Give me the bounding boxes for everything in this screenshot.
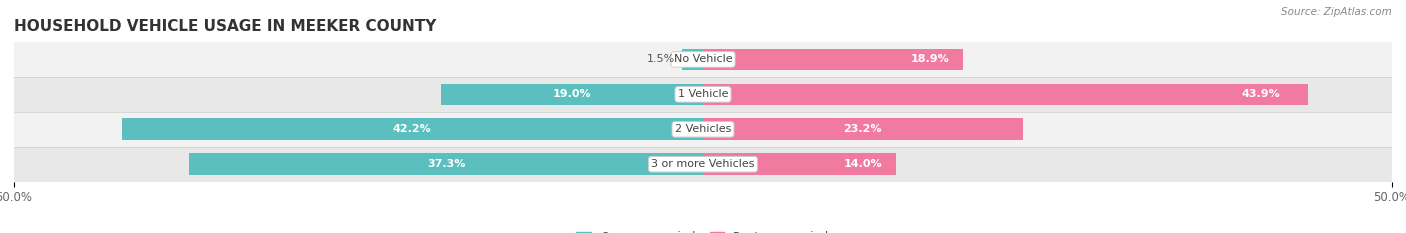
Text: 1 Vehicle: 1 Vehicle	[678, 89, 728, 99]
Text: 3 or more Vehicles: 3 or more Vehicles	[651, 159, 755, 169]
Bar	[14, 147, 1392, 182]
Bar	[14, 77, 1392, 112]
Bar	[703, 84, 1308, 105]
Bar	[703, 154, 896, 175]
Text: HOUSEHOLD VEHICLE USAGE IN MEEKER COUNTY: HOUSEHOLD VEHICLE USAGE IN MEEKER COUNTY	[14, 19, 436, 34]
Text: 37.3%: 37.3%	[427, 159, 465, 169]
Text: 43.9%: 43.9%	[1241, 89, 1281, 99]
Bar	[682, 49, 703, 70]
Bar	[188, 154, 703, 175]
Text: 2 Vehicles: 2 Vehicles	[675, 124, 731, 134]
Text: 1.5%: 1.5%	[647, 55, 675, 64]
Bar	[703, 118, 1022, 140]
Text: 14.0%: 14.0%	[844, 159, 882, 169]
Bar	[703, 49, 963, 70]
Text: Source: ZipAtlas.com: Source: ZipAtlas.com	[1281, 7, 1392, 17]
Bar	[14, 42, 1392, 77]
Bar	[121, 118, 703, 140]
Bar	[14, 112, 1392, 147]
Text: 23.2%: 23.2%	[844, 124, 882, 134]
Legend: Owner-occupied, Renter-occupied: Owner-occupied, Renter-occupied	[572, 226, 834, 233]
Text: 42.2%: 42.2%	[392, 124, 432, 134]
Text: 19.0%: 19.0%	[553, 89, 592, 99]
Text: No Vehicle: No Vehicle	[673, 55, 733, 64]
Text: 18.9%: 18.9%	[911, 55, 949, 64]
Bar	[441, 84, 703, 105]
